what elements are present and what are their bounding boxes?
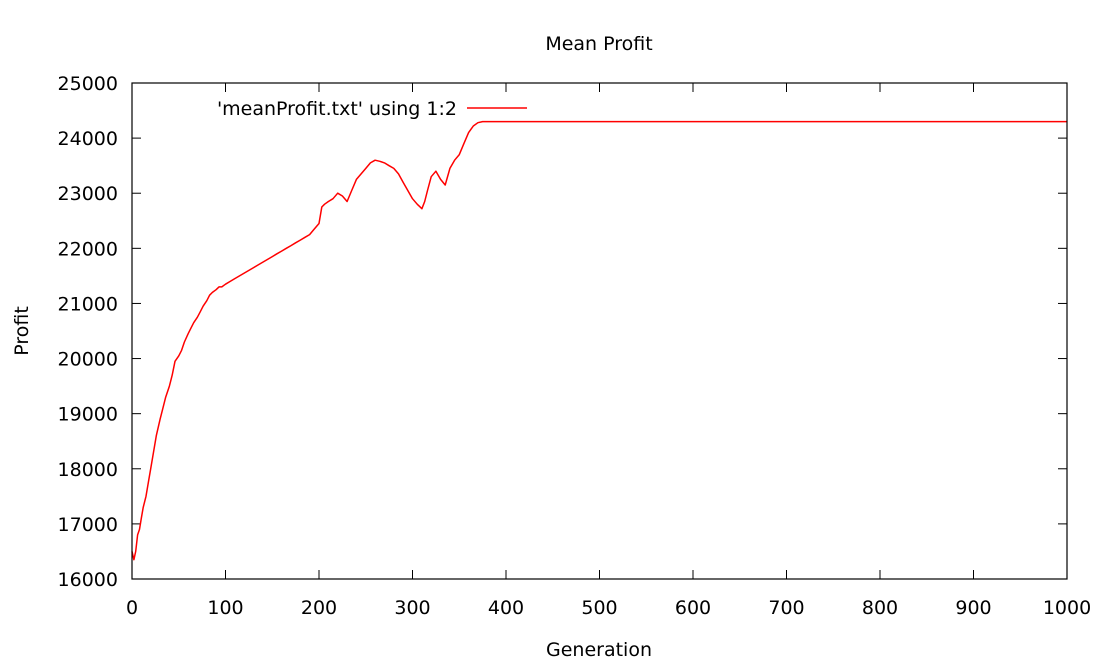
plot-frame [131,82,1068,580]
x-tick-label: 300 [394,597,430,619]
series-line [131,120,1067,561]
y-tick-label: 21000 [58,293,118,315]
x-tick-label: 100 [207,597,243,619]
x-tick-label: 0 [126,597,138,619]
x-tick-label: 600 [675,597,711,619]
y-tick-label: 17000 [58,514,118,536]
x-tick-label: 1000 [1043,597,1091,619]
x-tick-label: 900 [955,597,991,619]
x-tick-label: 400 [488,597,524,619]
y-tick-label: 25000 [58,73,118,95]
legend: 'meanProfit.txt' using 1:2 [217,98,527,120]
y-tick-label: 16000 [58,569,118,591]
y-tick-label: 24000 [58,128,118,150]
y-tick-label: 18000 [58,459,118,481]
y-tick-label: 20000 [58,349,118,371]
x-tick-label: 800 [862,597,898,619]
y-tick-label: 19000 [58,404,118,426]
y-tick-label: 22000 [58,238,118,260]
chart-title: Mean Profit [545,33,652,55]
axis-ticks [131,82,1068,580]
x-tick-label: 200 [301,597,337,619]
x-tick-label: 500 [581,597,617,619]
x-axis-title: Generation [546,639,652,661]
data-series [131,120,1067,561]
y-tick-label: 23000 [58,183,118,205]
legend-label: 'meanProfit.txt' using 1:2 [217,98,457,120]
y-axis-title: Profit [11,306,33,356]
axis-tick-labels: 0 100 200 300 400 500 600 700 800 900 1000 16000 170… [58,73,1092,619]
x-tick-label: 700 [768,597,804,619]
